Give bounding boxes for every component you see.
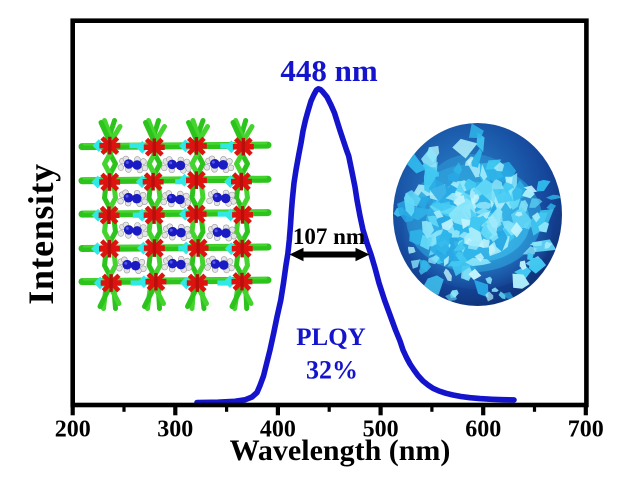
- svg-text:300: 300: [157, 417, 193, 443]
- svg-text:400: 400: [260, 417, 296, 443]
- svg-text:448 nm: 448 nm: [280, 53, 377, 88]
- svg-text:PLQY: PLQY: [296, 324, 365, 351]
- svg-text:500: 500: [363, 417, 399, 443]
- svg-text:700: 700: [568, 417, 604, 443]
- svg-text:600: 600: [465, 417, 501, 443]
- svg-text:Intensity: Intensity: [21, 163, 61, 304]
- svg-text:107 nm: 107 nm: [293, 224, 365, 249]
- svg-text:200: 200: [55, 417, 91, 443]
- svg-text:Wavelength (nm): Wavelength (nm): [230, 434, 451, 467]
- svg-text:32%: 32%: [306, 356, 358, 385]
